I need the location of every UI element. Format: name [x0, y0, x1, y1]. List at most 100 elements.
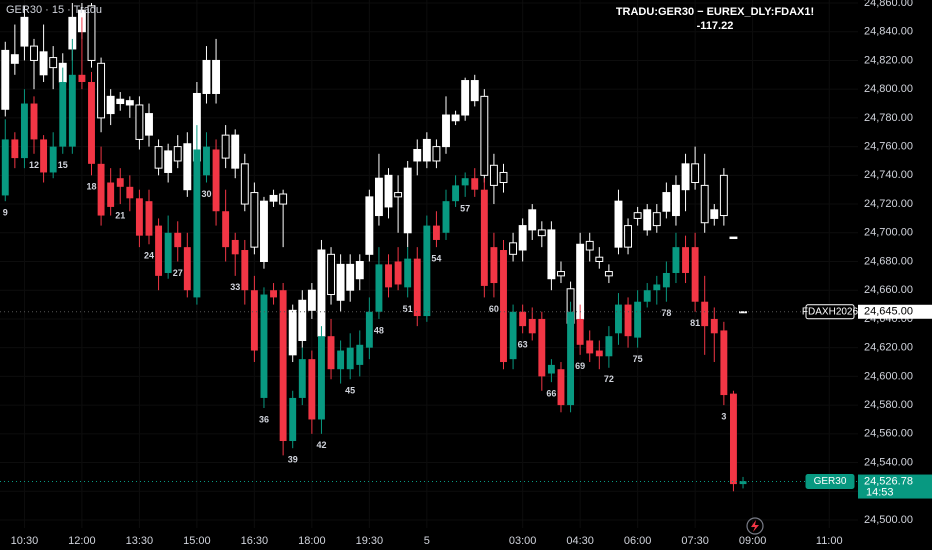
candle-body — [97, 62, 106, 119]
candle-body — [307, 289, 316, 311]
bar-number: 69 — [575, 361, 585, 371]
candle-body — [365, 196, 374, 255]
candle-body — [106, 95, 115, 115]
main-series — [1, 17, 747, 492]
y-tick-label: 24,860.00 — [864, 0, 913, 9]
candle-body — [30, 103, 38, 140]
candle-body — [490, 247, 498, 284]
candle-body — [174, 232, 182, 248]
y-tick-label: 24,580.00 — [864, 399, 913, 411]
candle-body — [586, 340, 594, 354]
candle-body — [662, 192, 671, 212]
candle-body — [538, 318, 546, 377]
candle-body — [452, 185, 460, 202]
candle-body — [336, 263, 345, 301]
replay-icon[interactable] — [746, 517, 764, 535]
candle-body — [49, 57, 58, 69]
x-tick-label: 11:00 — [816, 535, 843, 547]
candle-body — [231, 134, 240, 169]
x-tick-label: 13:30 — [126, 535, 154, 547]
symbol-tag: FDAXH2026 — [802, 306, 859, 317]
candle-body — [652, 212, 661, 227]
bar-number: 51 — [403, 304, 413, 314]
candle-body — [270, 290, 277, 298]
y-tick-label: 24,680.00 — [864, 255, 913, 267]
candle-body — [59, 81, 67, 147]
candle-body — [97, 163, 105, 216]
bar-number: 24 — [144, 251, 154, 261]
candle-body — [567, 311, 575, 406]
y-tick-label: 24,700.00 — [864, 227, 913, 239]
candle-body — [624, 304, 632, 337]
candle-body — [87, 5, 96, 61]
candle-body — [643, 290, 651, 302]
candle-body — [126, 186, 134, 199]
candle-body — [298, 299, 307, 341]
candle-body — [145, 113, 153, 136]
candle-body — [355, 261, 364, 280]
candle-body — [260, 200, 268, 262]
y-tick-label: 24,780.00 — [864, 112, 913, 124]
price-tag-value: 24,645.00 — [864, 306, 913, 318]
chart-title: GER30 · 15 · Tradu — [6, 4, 102, 16]
y-tick-label: 24,840.00 — [864, 26, 913, 38]
candle-body — [729, 393, 737, 485]
candle-body — [653, 284, 661, 291]
y-tick-label: 24,820.00 — [864, 54, 913, 66]
candle-body — [528, 209, 537, 231]
candle-body — [346, 347, 354, 370]
candle-body — [308, 359, 316, 420]
candle-body — [480, 189, 488, 286]
x-tick-label: 06:00 — [624, 535, 652, 547]
bar-number: 66 — [546, 389, 556, 399]
candle-body — [212, 59, 221, 94]
candle-body — [710, 209, 719, 219]
bar-number: 9 — [3, 208, 8, 218]
candle-body — [203, 146, 210, 176]
candle-body — [327, 253, 335, 296]
candle-body — [739, 311, 747, 314]
candle-body — [250, 192, 259, 248]
candle-body — [691, 163, 700, 184]
symbol-tag-bg — [805, 474, 855, 490]
y-tick-label: 24,540.00 — [864, 456, 913, 468]
candle-body — [471, 178, 479, 190]
candle-body — [403, 167, 412, 234]
candle-body — [672, 184, 680, 217]
candle-body — [451, 114, 460, 122]
x-tick-label: 15:00 — [183, 535, 211, 547]
candle-body — [68, 74, 76, 147]
candle-body — [489, 164, 498, 186]
candle-body — [279, 193, 288, 205]
price-tag-countdown: 14:53 — [866, 486, 894, 498]
candle-body — [701, 301, 709, 327]
candle-body — [183, 247, 191, 291]
candle-body — [557, 271, 565, 277]
bar-number: 15 — [58, 160, 68, 170]
y-tick-label: 24,660.00 — [864, 284, 913, 296]
candle-body — [461, 80, 470, 116]
candle-body — [739, 481, 747, 485]
candle-body — [30, 45, 38, 61]
price-tag-value: 24,526.78 — [864, 475, 913, 487]
candle-body — [135, 198, 143, 236]
candle-body — [672, 247, 680, 273]
candle-body — [605, 336, 613, 357]
candle-body — [145, 201, 153, 236]
candle-body — [585, 240, 594, 251]
candle-body — [499, 171, 508, 184]
candle-body — [461, 178, 469, 186]
y-tick-label: 24,600.00 — [864, 370, 913, 382]
candle-body — [221, 134, 230, 159]
candle-body — [442, 201, 450, 233]
candle-body — [116, 178, 124, 187]
candle-body — [155, 225, 163, 276]
bar-number: 42 — [316, 440, 326, 450]
x-tick-label: 03:00 — [509, 535, 537, 547]
candle-body — [346, 263, 355, 291]
bar-number: 75 — [633, 354, 643, 364]
candle-body — [183, 143, 192, 191]
bar-number: 18 — [86, 182, 96, 192]
chart-subtitle: TRADU:GER30 − EUREX_DLY:FDAX1! — [616, 6, 814, 18]
